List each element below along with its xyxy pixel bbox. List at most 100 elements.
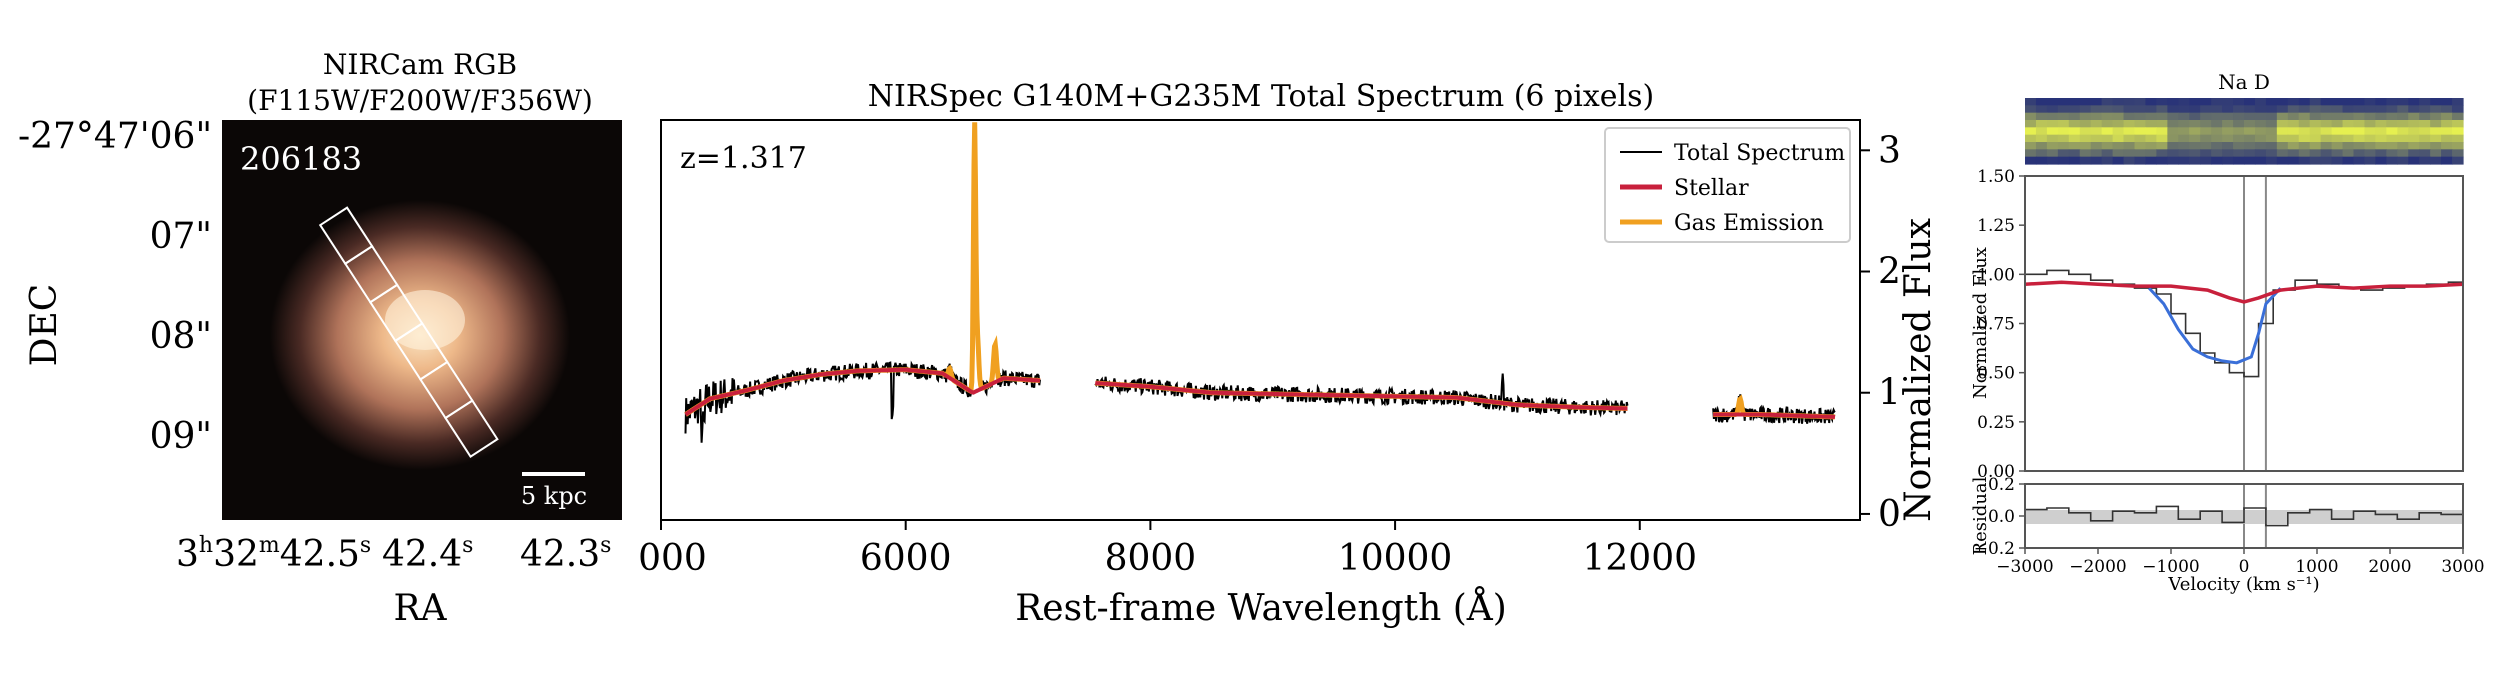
strip-pixel xyxy=(2035,98,2048,106)
strip-pixel xyxy=(2320,142,2333,150)
nad-2d-spectrum xyxy=(2025,98,2464,165)
strip-pixel xyxy=(2419,156,2431,165)
spectrum-xlabel: Rest-frame Wavelength (Å) xyxy=(1015,587,1507,629)
strip-pixel xyxy=(2430,98,2442,106)
strip-pixel xyxy=(2441,105,2453,114)
dec-tick-label: 08" xyxy=(150,316,212,357)
object-id: 206183 xyxy=(240,140,362,178)
strip-pixel xyxy=(2057,112,2070,121)
strip-pixel xyxy=(2025,112,2037,121)
strip-pixel xyxy=(2134,142,2147,150)
strip-pixel xyxy=(2364,134,2376,143)
nad-ylabel-bottom: Residual xyxy=(1970,476,1991,555)
nad-y-tick-label: 0.25 xyxy=(1977,413,2015,433)
strip-pixel xyxy=(2145,112,2157,121)
strip-pixel xyxy=(2408,120,2420,128)
strip-pixel xyxy=(2068,120,2081,128)
strip-pixel xyxy=(2222,156,2234,165)
strip-pixel xyxy=(2287,142,2300,150)
image-title-line1: NIRCam RGB xyxy=(323,48,517,81)
strip-pixel xyxy=(2123,142,2136,150)
strip-pixel xyxy=(2145,134,2157,143)
strip-pixel xyxy=(2353,120,2366,128)
strip-pixel xyxy=(2265,120,2278,128)
strip-pixel xyxy=(2397,149,2409,158)
strip-pixel xyxy=(2265,156,2278,165)
strip-pixel xyxy=(2353,105,2366,114)
strip-pixel xyxy=(2068,134,2081,143)
strip-pixel xyxy=(2441,142,2453,150)
strip-pixel xyxy=(2419,149,2431,158)
strip-pixel xyxy=(2178,127,2190,136)
strip-pixel xyxy=(2287,127,2300,136)
strip-pixel xyxy=(2046,120,2059,128)
spectrum-panel: NIRSpec G140M+G235M Total Spectrum (6 pi… xyxy=(640,0,1970,688)
strip-pixel xyxy=(2134,112,2147,121)
strip-pixel xyxy=(2254,142,2267,150)
nad-x-tick-label: 3000 xyxy=(2441,557,2484,577)
strip-pixel xyxy=(2452,142,2464,150)
strip-pixel xyxy=(2156,156,2168,165)
strip-pixel xyxy=(2254,120,2267,128)
strip-pixel xyxy=(2276,134,2289,143)
strip-pixel xyxy=(2419,142,2431,150)
strip-pixel xyxy=(2090,156,2103,165)
strip-pixel xyxy=(2244,112,2256,121)
strip-pixel xyxy=(2320,98,2333,106)
nad-x-tick-label: −2000 xyxy=(2069,557,2127,577)
nad-data-step xyxy=(2025,269,2463,378)
strip-pixel xyxy=(2189,134,2201,143)
strip-pixel xyxy=(2211,142,2223,150)
spectrum-ylabel: Normalized Flux xyxy=(1898,218,1939,522)
spectrum-ticks: 4000 6000 8000 10000 12000 0 1 2 3 xyxy=(640,130,1901,579)
strip-pixel xyxy=(2200,149,2212,158)
strip-pixel xyxy=(2331,112,2344,121)
strip-pixel xyxy=(2057,134,2070,143)
strip-pixel xyxy=(2342,98,2355,106)
strip-pixel xyxy=(2276,112,2289,121)
resid-y-tick-label: 0.0 xyxy=(1988,507,2015,527)
strip-pixel xyxy=(2452,112,2464,121)
strip-pixel xyxy=(2441,127,2453,136)
strip-pixel xyxy=(2331,105,2344,114)
strip-pixel xyxy=(2167,149,2179,158)
strip-pixel xyxy=(2068,142,2081,150)
strip-pixel xyxy=(2430,120,2442,128)
strip-pixel xyxy=(2397,105,2409,114)
strip-pixel xyxy=(2233,134,2245,143)
strip-pixel xyxy=(2287,98,2300,106)
strip-pixel xyxy=(2123,98,2136,106)
strip-pixel xyxy=(2342,112,2355,121)
strip-pixel xyxy=(2298,142,2311,150)
strip-pixel xyxy=(2331,134,2344,143)
strip-pixel xyxy=(2342,142,2355,150)
strip-pixel xyxy=(2035,120,2048,128)
strip-pixel xyxy=(2375,98,2387,106)
strip-pixel xyxy=(2178,120,2190,128)
strip-pixel xyxy=(2200,156,2212,165)
nad-y-tick-label: 0.50 xyxy=(1977,364,2015,384)
strip-pixel xyxy=(2211,149,2223,158)
strip-pixel xyxy=(2057,120,2070,128)
strip-pixel xyxy=(2123,120,2136,128)
strip-pixel xyxy=(2397,120,2409,128)
strip-pixel xyxy=(2287,134,2300,143)
strip-pixel xyxy=(2353,149,2366,158)
strip-pixel xyxy=(2265,127,2278,136)
strip-pixel xyxy=(2178,112,2190,121)
strip-pixel xyxy=(2068,149,2081,158)
strip-pixel xyxy=(2309,105,2322,114)
nad-x-tick-label: 2000 xyxy=(2368,557,2411,577)
strip-pixel xyxy=(2331,149,2344,158)
strip-pixel xyxy=(2397,156,2409,165)
stellar-model-line xyxy=(1713,412,1836,419)
strip-pixel xyxy=(2233,112,2245,121)
strip-pixel xyxy=(2364,127,2376,136)
resid-y-tick-label: −0.2 xyxy=(1974,539,2015,559)
nad-chart-svg: Na D 0.000.250.500.751.001.251.50−0.20.0… xyxy=(1970,70,2485,595)
strip-pixel xyxy=(2342,156,2355,165)
strip-pixel xyxy=(2167,127,2179,136)
strip-pixel xyxy=(2441,98,2453,106)
strip-pixel xyxy=(2254,112,2267,121)
strip-pixel xyxy=(2244,156,2256,165)
